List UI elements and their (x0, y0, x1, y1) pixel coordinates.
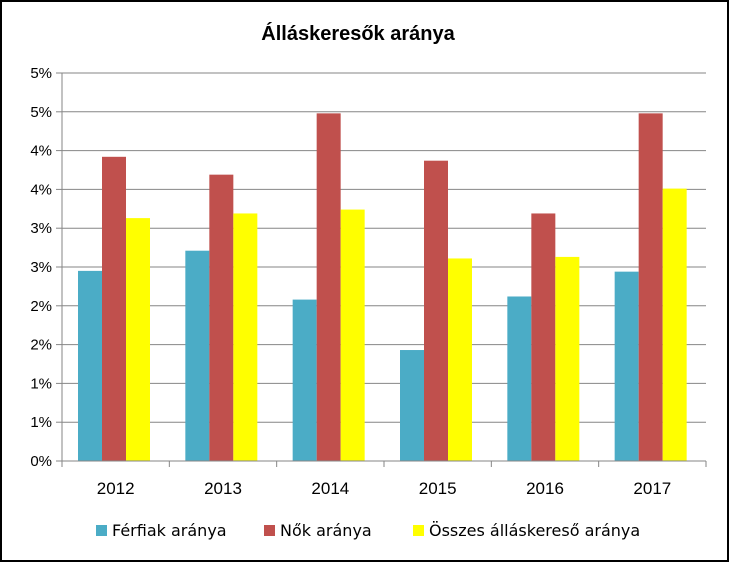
y-tick-label: 3% (30, 220, 52, 237)
bar-2-2 (340, 209, 365, 461)
x-tick-labels: 2012 2013 2014 2015 2016 2017 (97, 479, 671, 498)
x-tick-label: 2013 (204, 479, 242, 498)
bars (78, 113, 687, 462)
gridlines (62, 72, 706, 423)
y-tick-label: 4% (30, 143, 52, 160)
x-tick-label: 2015 (419, 479, 457, 498)
bar-0-0 (78, 270, 102, 461)
bar-0-4 (507, 296, 532, 461)
axes (56, 72, 707, 467)
bar-1-3 (424, 160, 448, 462)
y-tick-label: 1% (30, 414, 52, 431)
bar-1-1 (209, 174, 234, 461)
x-tick-label: 2014 (311, 479, 349, 498)
legend-label: Nők aránya (280, 521, 372, 540)
x-tick-label: 2016 (526, 479, 564, 498)
bar-0-3 (400, 350, 424, 461)
bar-2-0 (126, 218, 150, 461)
bar-2-1 (233, 213, 258, 461)
legend-label: Férfiak aránya (112, 521, 227, 540)
bar-0-5 (614, 271, 639, 461)
bar-2-5 (662, 188, 687, 461)
legend-label: Összes álláskereső aránya (429, 521, 640, 540)
legend-swatch (96, 525, 107, 536)
y-tick-label: 3% (30, 259, 52, 276)
bar-1-0 (102, 156, 126, 462)
y-tick-label: 1% (30, 375, 52, 392)
bar-0-2 (292, 299, 317, 461)
y-tick-label: 5% (30, 65, 52, 82)
bar-1-4 (531, 213, 556, 461)
y-tick-label: 0% (30, 453, 52, 470)
legend-swatch (264, 525, 275, 536)
y-tick-label: 2% (30, 337, 52, 354)
bar-1-2 (316, 113, 341, 462)
y-tick-labels: 0% 1% 1% 2% 2% 3% 3% 4% 4% 5% 5% (30, 65, 52, 470)
bar-1-5 (638, 113, 663, 462)
bar-2-3 (448, 258, 472, 461)
x-tick-label: 2012 (97, 479, 135, 498)
bar-2-4 (555, 256, 580, 461)
legend-swatch (413, 525, 424, 536)
chart-title: Álláskeresők aránya (261, 22, 455, 45)
y-tick-label: 2% (30, 298, 52, 315)
legend: Férfiak aránya Nők aránya Összes álláskere… (96, 521, 640, 540)
y-tick-label: 5% (30, 104, 52, 121)
y-tick-label: 4% (30, 181, 52, 198)
bar-0-1 (185, 250, 210, 461)
x-tick-label: 2017 (633, 479, 671, 498)
